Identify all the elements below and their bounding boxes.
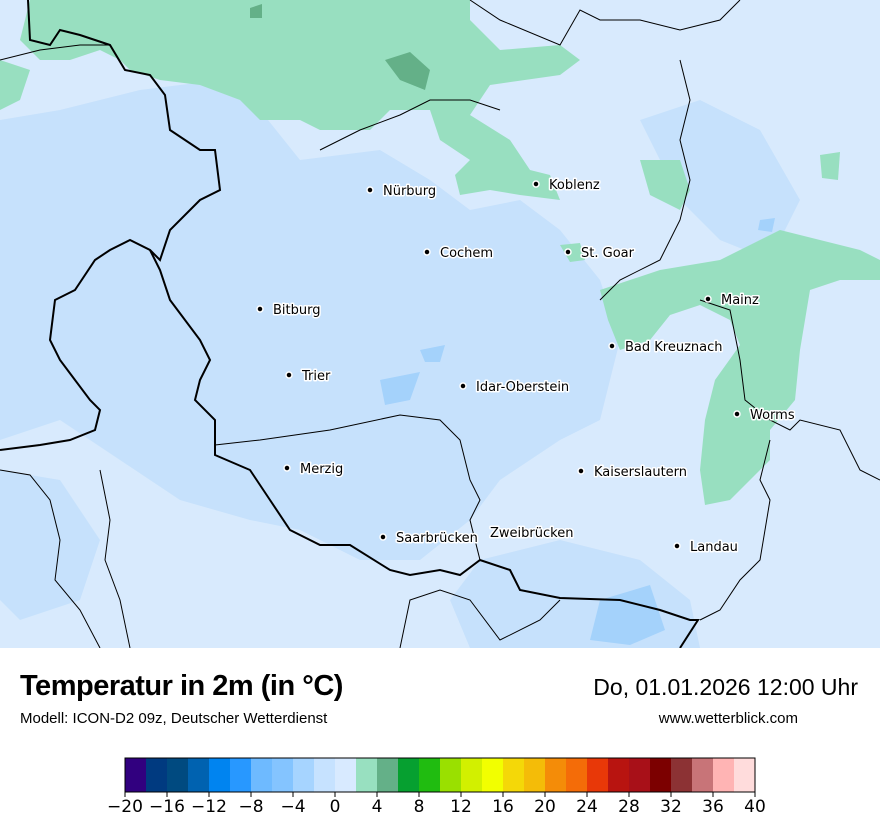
city-label: Landau (690, 540, 738, 555)
legend-color-swatch (356, 758, 378, 792)
legend-tick-label: −16 (149, 797, 185, 817)
legend-color-swatch (188, 758, 210, 792)
city-label: Kaiserslautern (594, 465, 687, 480)
city-dot (704, 295, 712, 303)
legend-color-swatch (419, 758, 441, 792)
legend-tick-label: −8 (238, 797, 263, 817)
legend-tick-label: −20 (107, 797, 143, 817)
legend-tick-label: 4 (372, 797, 383, 817)
legend-color-swatch (482, 758, 504, 792)
city-dot (379, 533, 387, 541)
legend-tick-label: 24 (576, 797, 598, 817)
city-dot (564, 248, 572, 256)
state-border (319, 99, 501, 151)
legend-color-swatch (734, 758, 756, 792)
legend-color-swatch (440, 758, 462, 792)
border-lines (0, 0, 880, 648)
warmer-temperature-zones (0, 0, 880, 505)
city-label: Zweibrücken (490, 526, 573, 541)
legend-color-swatch (629, 758, 651, 792)
legend-color-swatch (146, 758, 168, 792)
city-label: Saarbrücken (396, 531, 478, 546)
legend-tick-label: 36 (702, 797, 724, 817)
legend-color-swatch (461, 758, 483, 792)
city-label: Idar-Oberstein (476, 380, 569, 395)
forecast-datetime: Do, 01.01.2026 12:00 Uhr (593, 674, 858, 700)
legend-color-swatch (713, 758, 735, 792)
legend-color-swatch (293, 758, 315, 792)
state-border (699, 299, 880, 481)
city-dot (366, 186, 374, 194)
country-border (149, 249, 700, 648)
city-label: Nürburg (383, 184, 436, 199)
state-border (399, 589, 561, 648)
city-dot (459, 382, 467, 390)
city-label: Koblenz (549, 178, 600, 193)
legend-color-swatch (335, 758, 357, 792)
city-label: Cochem (440, 246, 493, 261)
city-dot (673, 542, 681, 550)
legend-color-swatch (671, 758, 693, 792)
city-dot (532, 180, 540, 188)
city-dot (733, 410, 741, 418)
state-border (0, 469, 101, 648)
city-dot (285, 371, 293, 379)
city-dot (608, 342, 616, 350)
city-label: Merzig (300, 462, 343, 477)
legend-tick-label: 20 (534, 797, 556, 817)
legend-tick-label: 12 (450, 797, 472, 817)
city-label: Worms (750, 408, 795, 423)
legend-tick-label: 16 (492, 797, 514, 817)
legend-color-swatch (545, 758, 567, 792)
city-dot (423, 248, 431, 256)
legend-color-swatch (251, 758, 273, 792)
city-label: Bad Kreuznach (625, 340, 723, 355)
website-label: www.wetterblick.com (658, 710, 798, 727)
legend-color-swatch (650, 758, 672, 792)
legend-color-swatch (230, 758, 252, 792)
legend-tick-label: 8 (414, 797, 425, 817)
legend-tick-label: −12 (191, 797, 227, 817)
color-scale-legend: −20 −16 −12 −8 −4 0 4 8 12 16 20 24 28 32 36 40 (107, 757, 766, 817)
legend-color-swatch (377, 758, 399, 792)
city-label: St. Goar (581, 246, 635, 261)
legend-color-swatch (272, 758, 294, 792)
state-border (699, 439, 771, 621)
city-dot (256, 305, 264, 313)
legend-color-swatch (524, 758, 546, 792)
city-label: Trier (301, 369, 331, 384)
state-border (99, 469, 131, 648)
legend-color-swatch (608, 758, 630, 792)
legend-tick-label: 32 (660, 797, 682, 817)
warmest-temperature-zones (250, 4, 430, 90)
state-border (599, 59, 691, 301)
model-source: Modell: ICON-D2 09z, Deutscher Wetterdie… (20, 710, 328, 727)
legend-tick-label: 28 (618, 797, 640, 817)
city-dot (577, 467, 585, 475)
legend-color-swatch (314, 758, 336, 792)
state-border (0, 44, 110, 61)
city-label: Mainz (721, 293, 759, 308)
legend-tick-label: 0 (330, 797, 341, 817)
state-border (469, 0, 741, 46)
legend-color-swatch (167, 758, 189, 792)
city-markers: Nürburg Koblenz Cochem St. Goar Bitburg Mainz… (256, 177, 796, 557)
legend-color-swatch (398, 758, 420, 792)
legend-color-swatch (503, 758, 525, 792)
legend-color-swatch (566, 758, 588, 792)
city-label: Bitburg (273, 303, 321, 318)
legend-color-swatch (692, 758, 714, 792)
map-title: Temperatur in 2m (in °C) (20, 670, 343, 702)
legend-color-swatch (209, 758, 231, 792)
legend-color-swatch (125, 758, 147, 792)
legend-color-swatch (587, 758, 609, 792)
temperature-map[interactable]: Nürburg Koblenz Cochem St. Goar Bitburg Mainz… (0, 0, 880, 648)
legend-frame (124, 757, 756, 793)
legend-tick-label: −4 (280, 797, 305, 817)
state-border (214, 414, 481, 561)
legend-tick-label: 40 (744, 797, 766, 817)
city-dot (283, 464, 291, 472)
